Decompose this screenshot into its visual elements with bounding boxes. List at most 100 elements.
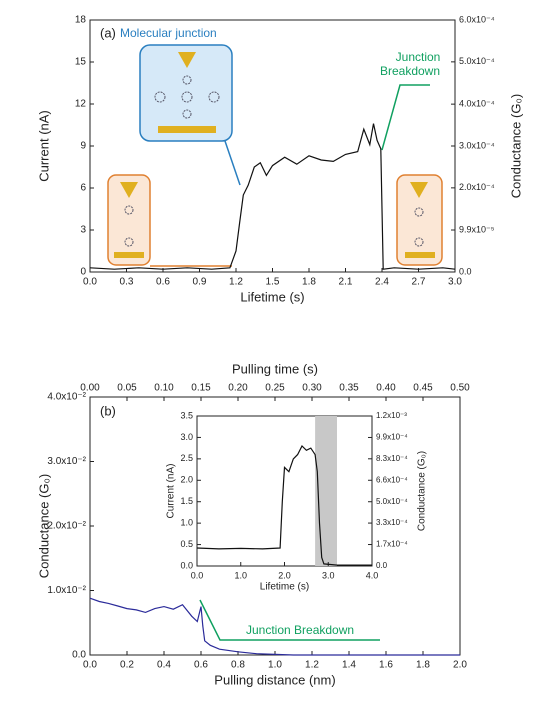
y2-tick-label: 2.0x10⁻⁴: [459, 182, 495, 192]
data-line: [89, 123, 456, 270]
x2-tick-label: 0.10: [154, 383, 174, 394]
x-tick-label: 1.4: [342, 660, 356, 671]
x2-tick-label: 0.05: [117, 383, 137, 394]
y2-tick-label: 0.0: [459, 266, 472, 276]
y-tick-label: 0.0: [180, 560, 193, 570]
y-tick-label: 2.0: [180, 475, 193, 485]
x-tick-label: 1.8: [416, 660, 430, 671]
panel-label: (a): [100, 25, 116, 40]
x-tick-label: 0.0: [191, 570, 204, 580]
ring: [181, 91, 193, 103]
connector: [224, 140, 241, 186]
tip: [178, 52, 196, 68]
x-tick-label: 2.0: [453, 660, 467, 671]
plot-frame: [196, 415, 373, 567]
y-tick-label: 1.0: [180, 518, 193, 528]
x-tick-label: 1.5: [266, 277, 280, 288]
x-tick-label: 0.0: [83, 277, 97, 288]
ring: [154, 91, 166, 103]
x-tick-label: 0.9: [193, 277, 207, 288]
x2-tick-label: 0.45: [413, 383, 433, 394]
y2-axis-title: Conductance (G₀): [417, 451, 428, 531]
y2-tick-label: 8.3x10⁻⁴: [376, 454, 408, 463]
highlight-band: [315, 416, 337, 566]
x-axis-title: Pulling distance (nm): [214, 672, 335, 687]
x-tick-label: 1.6: [379, 660, 393, 671]
ring: [414, 237, 424, 247]
data-line: [89, 597, 460, 656]
x-tick-label: 3.0: [322, 570, 335, 580]
x2-tick-label: 0.30: [302, 383, 322, 394]
annotation: Junction: [396, 50, 441, 64]
y2-tick-label: 5.0x10⁻⁴: [376, 497, 408, 506]
x-tick-label: 2.7: [412, 277, 426, 288]
y2-tick-label: 6.0x10⁻⁴: [459, 14, 495, 24]
y2-tick-label: 3.0x10⁻⁴: [459, 140, 495, 150]
y-tick-label: 0.0: [72, 650, 86, 661]
x-tick-label: 0.6: [156, 277, 170, 288]
y2-tick-label: 9.9x10⁻⁴: [376, 433, 408, 442]
electrode: [158, 126, 216, 133]
x2-tick-label: 0.25: [265, 383, 285, 394]
x-tick-label: 0.3: [120, 277, 134, 288]
molecule-sketches: [107, 44, 443, 641]
y2-tick-label: 0.0: [376, 561, 388, 570]
y2-tick-label: 1.2x10⁻³: [376, 411, 407, 420]
x2-tick-label: 0.40: [376, 383, 396, 394]
ring: [208, 91, 220, 103]
x2-tick-label: 0.00: [80, 383, 100, 394]
x-tick-label: 3.0: [448, 277, 462, 288]
y-tick-label: 9: [80, 141, 86, 152]
x-tick-label: 1.8: [302, 277, 316, 288]
x2-tick-label: 0.15: [191, 383, 211, 394]
annotation: Junction Breakdown: [246, 623, 354, 637]
annotation: Molecular junction: [120, 26, 217, 40]
y2-tick-label: 3.3x10⁻⁴: [376, 518, 408, 527]
y-axis-title: Current (nA): [166, 463, 177, 518]
y2-tick-label: 6.6x10⁻⁴: [376, 475, 408, 484]
x-tick-label: 2.4: [375, 277, 389, 288]
y-tick-label: 12: [75, 99, 87, 110]
x2-tick-label: 0.35: [339, 383, 359, 394]
y-tick-label: 1.0x10⁻²: [47, 585, 86, 596]
y-axis-title: Current (nA): [36, 110, 51, 182]
x-tick-label: 0.0: [83, 660, 97, 671]
x-tick-label: 1.0: [234, 570, 247, 580]
y-tick-label: 0: [80, 267, 86, 278]
y-tick-label: 3.0: [180, 432, 193, 442]
y-tick-label: 3.5: [180, 410, 193, 420]
y-tick-label: 3.0x10⁻²: [47, 456, 86, 467]
connector: [381, 84, 430, 151]
ring: [182, 109, 192, 119]
connector: [199, 599, 380, 641]
y-tick-label: 0.5: [180, 539, 193, 549]
x2-tick-label: 0.20: [228, 383, 248, 394]
x-tick-label: 0.4: [157, 660, 171, 671]
y-tick-label: 6: [80, 183, 86, 194]
y-tick-label: 2.0x10⁻²: [47, 521, 86, 532]
open-box: [107, 174, 151, 266]
x-tick-label: 4.0: [366, 570, 379, 580]
y-axis-title: Conductance (G₀): [36, 474, 51, 578]
ring: [414, 207, 424, 217]
tip: [120, 182, 138, 198]
annotation: Breakdown: [380, 64, 440, 78]
junction-box: [139, 44, 233, 142]
ring: [124, 237, 134, 247]
y-tick-label: 18: [75, 15, 87, 26]
x-tick-label: 0.8: [231, 660, 245, 671]
open-box: [396, 174, 443, 266]
electrode: [114, 252, 144, 258]
x-tick-label: 2.0: [278, 570, 291, 580]
x-tick-label: 1.0: [268, 660, 282, 671]
y-tick-label: 15: [75, 57, 87, 68]
y2-tick-label: 4.0x10⁻⁴: [459, 99, 495, 109]
x2-axis-title: Pulling time (s): [232, 361, 318, 376]
electrode: [405, 252, 435, 258]
y-tick-label: 2.5: [180, 453, 193, 463]
y-tick-label: 4.0x10⁻²: [47, 392, 86, 403]
y2-tick-label: 5.0x10⁻⁴: [459, 56, 495, 66]
x-tick-label: 0.2: [120, 660, 134, 671]
y2-axis-title: Conductance (G₀): [508, 94, 523, 198]
